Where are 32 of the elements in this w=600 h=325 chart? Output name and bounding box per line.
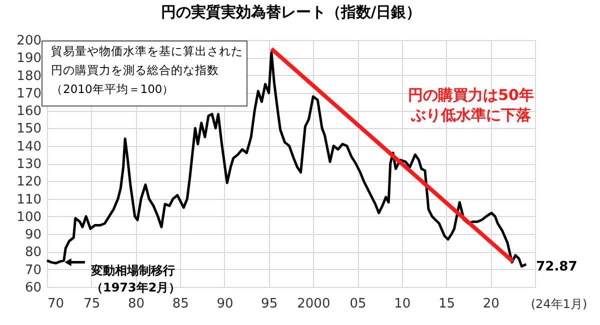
x-tick-label: 85 (172, 296, 189, 312)
y-tick-label: 160 (16, 104, 42, 120)
y-tick-label: 180 (16, 68, 42, 84)
y-tick-label: 90 (24, 228, 42, 243)
y-tick-label: 150 (16, 122, 42, 137)
x-tick-label: 75 (84, 296, 100, 312)
y-tick-label: 200 (16, 34, 42, 48)
annotation: 72.87 (536, 259, 578, 274)
x-tick-label: 05 (350, 296, 366, 312)
x-tick-label: 2000 (297, 296, 330, 312)
y-tick-label: 100 (16, 210, 42, 225)
y-tick-label: 60 (24, 280, 42, 296)
x-tick-label: 10 (394, 296, 411, 312)
y-tick-label: 140 (16, 139, 42, 154)
y-tick-label: 70 (24, 262, 42, 278)
x-tick-label: 90 (216, 296, 234, 312)
x-tick-label: 70 (48, 296, 64, 312)
x-tick-label: 80 (128, 296, 144, 312)
chart-title: 円の実質実効為替レート（指数/日銀） (160, 3, 422, 21)
y-tick-label: 170 (16, 86, 42, 102)
text: (24年1月) (530, 297, 588, 311)
y-tick-label: 120 (16, 174, 42, 190)
x-tick-label: 95 (261, 296, 278, 312)
y-tick-label: 110 (16, 192, 42, 208)
y-tick-label: 130 (16, 157, 42, 172)
y-tick-label: 190 (16, 51, 42, 66)
x-tick-label: 15 (438, 296, 456, 312)
annotation: 貿易量や物価水準を基に算出された円の購買力を測る総合的な指数（2010年平均＝100） (51, 44, 243, 96)
y-tick-label: 80 (24, 245, 42, 260)
x-tick-label: 20 (482, 296, 500, 312)
annotation: 変動相場制移行（1973年2月） (90, 263, 181, 294)
annotation: 円の購買力は50年ぶり低水準に下落 (408, 86, 534, 124)
